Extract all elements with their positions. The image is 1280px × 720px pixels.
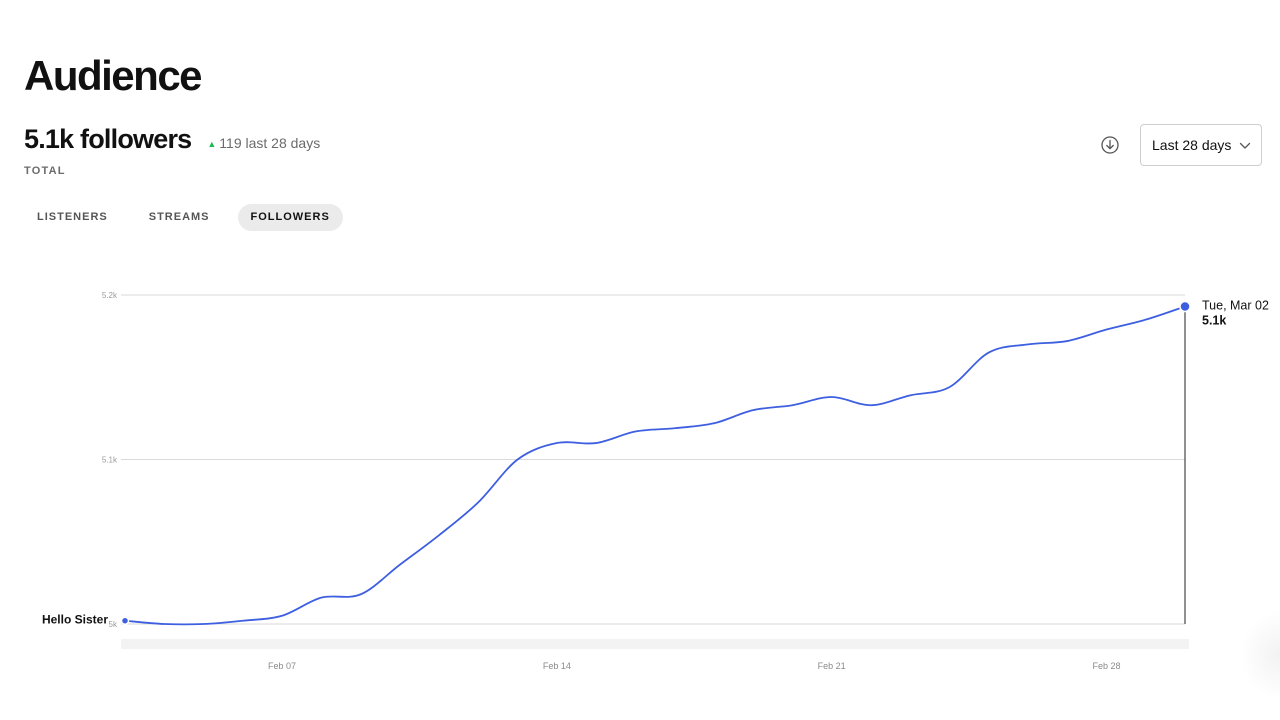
- tab-streams[interactable]: STREAMS: [148, 211, 210, 223]
- x-tick-label: Feb 07: [268, 661, 296, 671]
- chart-scrubber: [121, 639, 1189, 649]
- y-tick-label: 5.2k: [102, 291, 118, 300]
- y-tick-label: 5.1k: [102, 456, 118, 465]
- highlight-point: [1179, 300, 1191, 313]
- download-icon[interactable]: [1100, 135, 1120, 155]
- y-tick-label: 5k: [109, 620, 118, 629]
- series-line: [124, 305, 1186, 626]
- followers-total: 5.1k followers: [24, 124, 192, 154]
- chevron-down-icon: [1239, 137, 1251, 153]
- tab-followers[interactable]: FOLLOWERS: [237, 204, 343, 231]
- x-tick-label: Feb 21: [818, 661, 846, 671]
- followers-delta: ▲ 119 last 28 days: [207, 135, 320, 151]
- highlight-value: 5.1k: [1202, 314, 1226, 328]
- series-start-label: Hello Sister: [42, 613, 108, 627]
- followers-summary: 5.1k followers ▲ 119 last 28 days: [24, 124, 320, 155]
- x-tick-label: Feb 28: [1092, 661, 1120, 671]
- trend-up-icon: ▲: [207, 139, 217, 149]
- x-tick-label: Feb 14: [543, 661, 571, 671]
- tab-listeners[interactable]: LISTENERS: [37, 211, 108, 223]
- metric-tabs: LISTENERS STREAMS FOLLOWERS: [24, 204, 358, 231]
- total-label: TOTAL: [24, 165, 66, 177]
- delta-text: 119 last 28 days: [219, 135, 321, 151]
- data-point: [120, 616, 130, 625]
- page-title: Audience: [24, 52, 203, 99]
- date-range-label: Last 28 days: [1152, 137, 1232, 153]
- date-range-select[interactable]: Last 28 days: [1140, 124, 1262, 166]
- highlight-date: Tue, Mar 02: [1202, 299, 1269, 313]
- followers-chart: 5k 5.1k 5.2k Feb 07 Feb 14 Feb 21 Feb 28 Tue, M…: [42, 291, 1269, 671]
- corner-shadow: [1240, 610, 1280, 700]
